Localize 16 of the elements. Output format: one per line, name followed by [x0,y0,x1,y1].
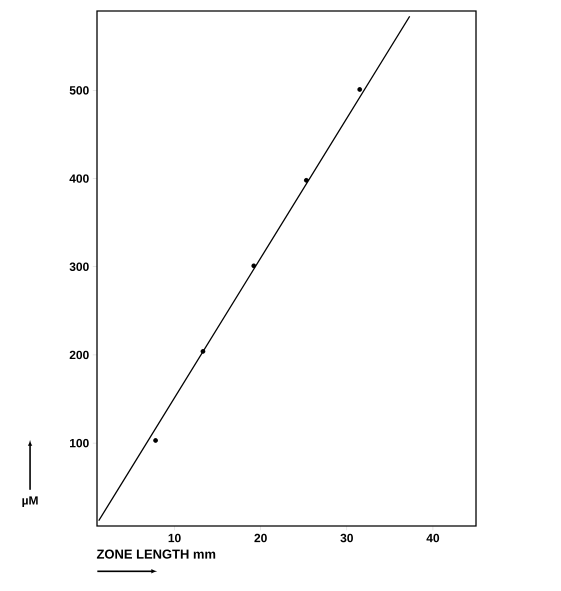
y-tick-label: 500 [70,86,89,95]
point [200,349,206,354]
point [304,178,309,183]
point [357,87,362,92]
x-tick-label: 30 [340,534,353,542]
y-tick-label: 100 [70,438,89,448]
x-tick-label: 10 [168,534,181,542]
x-tick-label: 40 [426,534,440,542]
point [153,438,158,443]
y-tick-label: 400 [69,174,89,183]
point [251,263,256,268]
x-axis-title: ZONE LENGTH mm [96,550,216,559]
x-tick-label: 20 [254,534,267,542]
y-axis-title: µM [22,496,38,508]
y-tick-label: 300 [70,262,89,271]
y-tick-label: 200 [70,350,89,360]
